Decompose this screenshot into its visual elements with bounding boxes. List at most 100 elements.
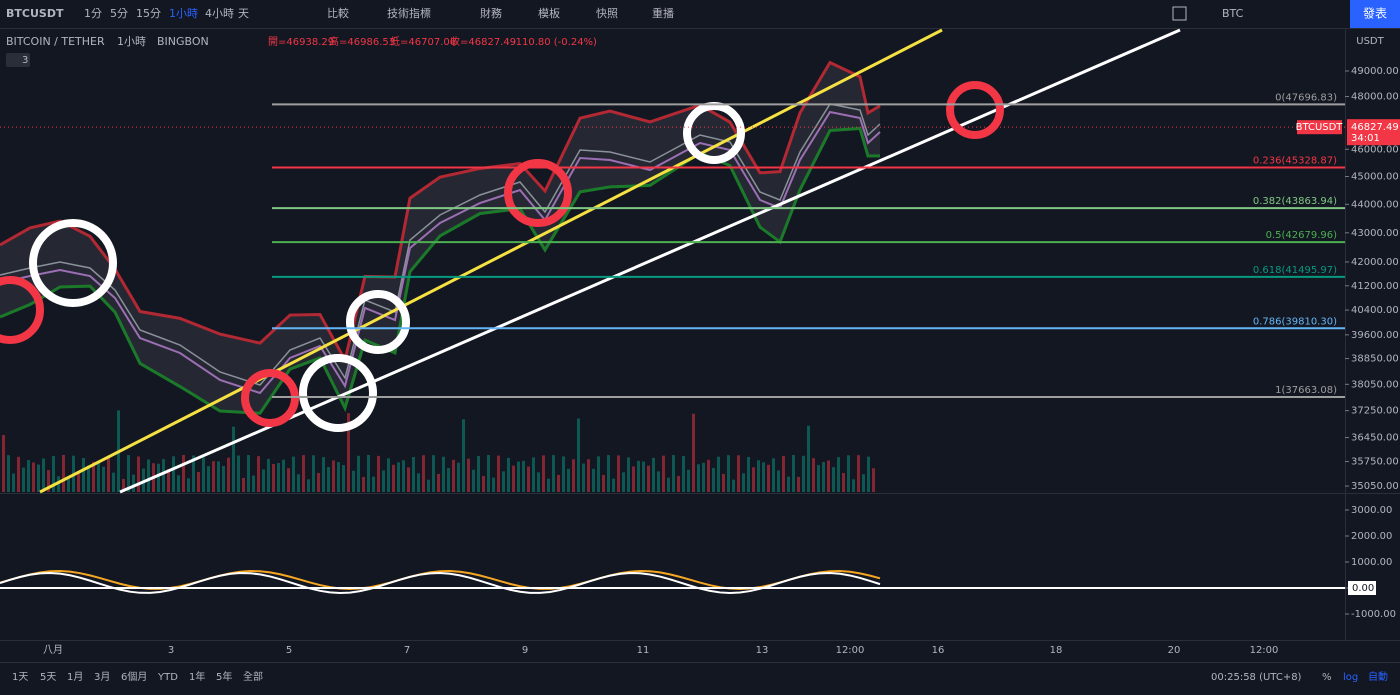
volume-bar [417, 473, 420, 492]
volume-bar [747, 456, 750, 492]
scale-option[interactable]: % [1322, 672, 1332, 683]
volume-bar [372, 476, 375, 492]
macd-tick-label: 1000.00 [1351, 557, 1392, 568]
volume-bar [657, 471, 660, 492]
volume-bar [437, 473, 440, 492]
volume-bar [567, 468, 570, 492]
tool[interactable]: 模板 [538, 6, 560, 20]
interval[interactable]: 15分 [136, 7, 161, 20]
range-button[interactable]: YTD [157, 672, 178, 683]
price-tick-label: 38850.00 [1351, 354, 1399, 365]
volume-bar [207, 466, 210, 492]
volume-bar [202, 457, 205, 492]
volume-bar [497, 455, 500, 492]
tool[interactable]: 財務 [480, 6, 502, 20]
interval[interactable]: 天 [238, 7, 249, 20]
volume-bar [777, 470, 780, 492]
volume-bar [367, 455, 370, 492]
legend-exchange: BINGBON [157, 35, 209, 48]
volume-bar [592, 468, 595, 492]
volume-bar [472, 469, 475, 492]
volume-bar [772, 458, 775, 492]
publish-button[interactable] [1350, 0, 1400, 28]
tool[interactable]: 快照 [596, 7, 618, 20]
indicator-count[interactable]: 3 [22, 55, 28, 66]
ui: 1分 5分 15分 1小時 4小時天 比較 技術指標 財務 模板 快照 重播 0(47696.83) 0… [0, 6, 1400, 683]
publish-label[interactable]: 發表 [1363, 6, 1387, 21]
scale-option[interactable]: log [1343, 672, 1358, 683]
volume-bar [662, 455, 665, 492]
volume-bar [377, 455, 380, 492]
layout-icon[interactable] [1172, 6, 1187, 21]
volume-bar [232, 426, 235, 492]
time-label: 12:00 [836, 645, 865, 656]
volume-bar [672, 455, 675, 492]
tool[interactable]: 技術指標 [387, 6, 431, 20]
range-button[interactable]: 全部 [243, 670, 263, 683]
interval[interactable]: 5分 [110, 7, 128, 20]
volume-bar [52, 455, 55, 492]
price-tick-label: 37250.00 [1351, 406, 1399, 417]
volume-bar [277, 462, 280, 492]
legend-change: -110.80 (-0.24%) [512, 37, 597, 48]
currency[interactable]: BTC [1222, 7, 1244, 20]
volume-bar [182, 455, 185, 492]
highlight-circle [29, 219, 117, 307]
volume-bar [412, 456, 415, 492]
volume-bar [267, 458, 270, 492]
fib-label: 0.618(41495.97) [1253, 265, 1337, 276]
volume-bar [832, 467, 835, 492]
scale-option[interactable]: 自動 [1368, 670, 1388, 683]
volume-bar [787, 476, 790, 492]
fib-label: 0.236(45328.87) [1253, 155, 1337, 166]
range-button[interactable]: 1月 [67, 671, 83, 683]
symbol[interactable]: BTCUSDT [6, 7, 64, 20]
volume-bar [867, 456, 870, 492]
fib-label: 0.382(43863.94) [1253, 196, 1337, 207]
price-tick-label: 46000.00 [1351, 144, 1399, 155]
interval[interactable]: 1小時 [169, 7, 198, 20]
price-tick-label: 39600.00 [1351, 330, 1399, 341]
price-tick-label: 42000.00 [1351, 257, 1399, 268]
volume-bar [177, 475, 180, 492]
range-button[interactable]: 3月 [94, 671, 110, 683]
volume-bar [462, 419, 465, 492]
interval[interactable]: 4小時 [205, 7, 234, 20]
volume-bar [287, 468, 290, 492]
volume-bar [237, 455, 240, 492]
volume-bar [62, 455, 65, 492]
tool[interactable]: 比較 [327, 6, 349, 20]
volume-bar [812, 458, 815, 492]
range-button[interactable]: 1天 [12, 672, 28, 683]
volume-bar [137, 456, 140, 492]
volume-bar [632, 466, 635, 492]
volume-bar [617, 455, 620, 492]
volume-bar [767, 464, 770, 492]
volume-bar [717, 456, 720, 492]
volume-bar [387, 458, 390, 492]
volume-bar [782, 455, 785, 492]
range-button[interactable]: 5天 [40, 672, 56, 683]
volume-bar [242, 477, 245, 492]
range-button[interactable]: 6個月 [121, 670, 147, 683]
volume-bar [532, 457, 535, 492]
volume-bar [452, 459, 455, 492]
volume-bar [612, 478, 615, 492]
volume-bar [292, 456, 295, 492]
time-label: 16 [932, 645, 945, 656]
volume-bar [622, 472, 625, 492]
range-button[interactable]: 1年 [189, 670, 205, 683]
volume-bar [557, 474, 560, 492]
interval[interactable]: 1分 [84, 7, 102, 20]
fib-label: 0(47696.83) [1275, 92, 1337, 103]
volume-bar [807, 425, 810, 492]
volume-bar [382, 470, 385, 492]
time-label: 7 [404, 645, 410, 656]
volume-bar [192, 455, 195, 492]
indicator-toggle[interactable] [6, 53, 30, 67]
time-label: 9 [522, 645, 528, 656]
volume-bar [457, 462, 460, 492]
tool[interactable]: 重播 [652, 6, 674, 20]
range-button[interactable]: 5年 [216, 670, 232, 683]
